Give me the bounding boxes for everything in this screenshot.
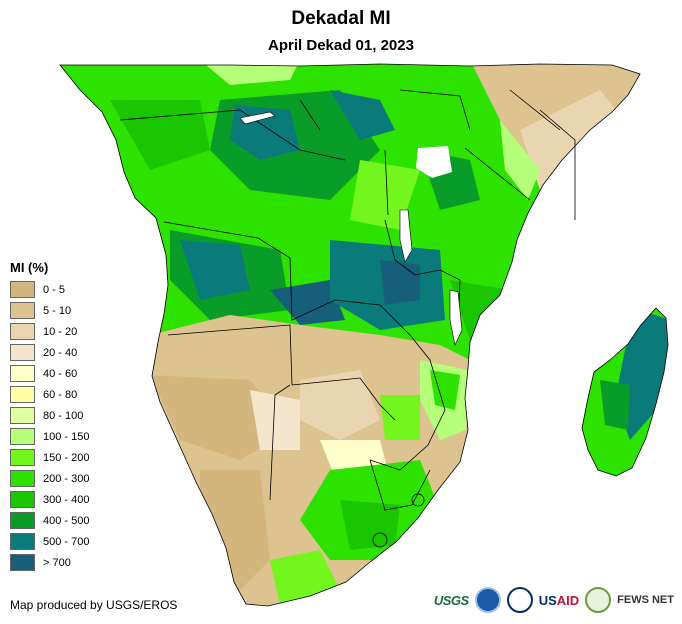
legend-swatch [10,512,35,529]
fews-globe-icon [585,587,612,613]
legend-label: 0 - 5 [43,283,66,296]
logo-bar: USGS USAID FEWS NET [434,586,674,614]
legend-label: 150 - 200 [43,451,90,464]
legend-swatch [10,323,35,340]
lakes [239,111,463,346]
legend-rows: 0 - 5 5 - 10 10 - 20 20 - 40 40 - 60 60 - 80 8… [10,279,89,573]
legend-swatch [10,449,35,466]
legend: MI (%) 0 - 5 5 - 10 10 - 20 20 - 40 40 - 60 6… [10,260,89,573]
legend-item: 40 - 60 [10,363,89,384]
legend-item: 10 - 20 [10,321,89,342]
legend-swatch [10,554,35,571]
legend-swatch [10,386,35,403]
legend-item: 300 - 400 [10,489,89,510]
legend-label: 20 - 40 [43,346,78,359]
legend-label: 300 - 400 [43,493,90,506]
usgs-logo: USGS [433,592,469,608]
legend-item: 400 - 500 [10,510,89,531]
legend-item: 5 - 10 [10,300,89,321]
legend-item: 100 - 150 [10,426,89,447]
credit-text: Map produced by USGS/EROS [10,598,178,612]
legend-label: 100 - 150 [43,430,90,443]
usaid-us-text: US [538,592,557,608]
legend-swatch [10,533,35,550]
legend-swatch [10,281,35,298]
legend-swatch [10,470,35,487]
legend-label: 5 - 10 [43,304,72,317]
legend-item: 20 - 40 [10,342,89,363]
legend-item: 150 - 200 [10,447,89,468]
legend-item: 500 - 700 [10,531,89,552]
map-subtitle: April Dekad 01, 2023 [268,37,414,54]
map-title: Dekadal MI [291,8,391,29]
legend-title: MI (%) [10,260,49,275]
legend-label: 80 - 100 [43,409,84,422]
legend-label: 400 - 500 [43,514,90,527]
noaa-seal-icon [474,587,501,613]
legend-swatch [10,407,35,424]
legend-swatch [10,428,35,445]
fews-net-logo: FEWS NET [617,594,674,606]
legend-label: 500 - 700 [43,535,90,548]
legend-item: 60 - 80 [10,384,89,405]
legend-item: > 700 [10,552,89,573]
legend-label: 200 - 300 [43,472,90,485]
legend-label: 40 - 60 [43,367,78,380]
legend-item: 200 - 300 [10,468,89,489]
legend-item: 80 - 100 [10,405,89,426]
madagascar-surface [582,308,668,476]
legend-swatch [10,365,35,382]
usaid-aid-text: AID [556,592,580,608]
legend-label: 60 - 80 [43,388,78,401]
legend-item: 0 - 5 [10,279,89,300]
legend-label: > 700 [43,556,71,569]
legend-swatch [10,491,35,508]
usaid-seal-icon [506,587,533,613]
usaid-logo: USAID [539,593,579,608]
legend-swatch [10,344,35,361]
legend-label: 10 - 20 [43,325,78,338]
country-borders [59,63,669,607]
legend-swatch [10,302,35,319]
mainland-surface [60,64,640,606]
